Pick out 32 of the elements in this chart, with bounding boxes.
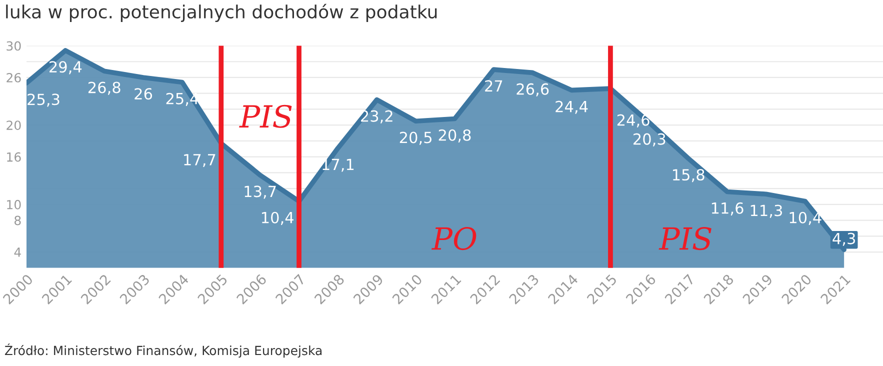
text: 26,6 <box>516 83 549 96</box>
annotation: PIS <box>658 227 712 250</box>
text: 13,7 <box>244 186 276 199</box>
text: 23,2 <box>360 110 392 124</box>
text: 10,4 <box>790 212 822 225</box>
y-tick-label: 8 <box>14 216 21 226</box>
text: 29,4 <box>50 61 82 74</box>
text: 11,3 <box>750 204 782 218</box>
y-tick-label: 10 <box>7 200 21 210</box>
text: 15,8 <box>673 169 704 182</box>
text: 17,7 <box>184 154 216 168</box>
y-tick-label: 20 <box>6 120 21 130</box>
text: 20,3 <box>634 133 666 146</box>
chart-title: luka w proc. potencjalnych dochodów z podatku <box>6 4 437 22</box>
y-tick-label: 26 <box>6 72 21 82</box>
annotation: PIS <box>239 104 292 128</box>
text: 4,3 <box>832 232 855 246</box>
y-tick-label: 30 <box>6 41 21 51</box>
text: Źródło: Ministerstwo Finansów, Komisja Europejska <box>4 343 322 358</box>
text: 20,5 <box>400 132 432 145</box>
text: 27 <box>485 80 502 92</box>
text: 26,8 <box>88 82 120 95</box>
text: 20,8 <box>438 129 471 142</box>
text: 11,6 <box>712 202 744 216</box>
annotation: PO <box>431 227 476 250</box>
text: 24,4 <box>556 100 588 114</box>
y-tick-label: 16 <box>7 152 21 162</box>
text: 25,3 <box>28 94 60 107</box>
y-tick-label: 4 <box>14 248 21 257</box>
text: 26 <box>134 88 152 100</box>
text: 10,4 <box>262 212 294 225</box>
text: 24,6 <box>617 114 650 128</box>
